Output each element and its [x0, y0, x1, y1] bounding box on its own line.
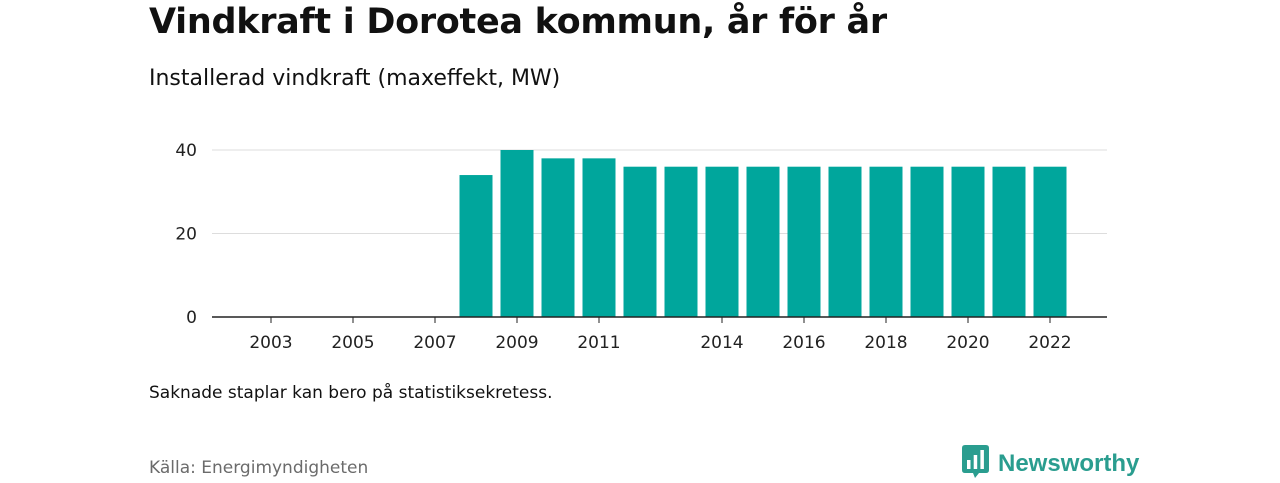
axes: 0 20 40 2003 2005 2007 2009 2011 2014 2016 2018 202…: [175, 141, 1107, 353]
bar-2012: [623, 166, 657, 317]
bar-2016: [787, 166, 821, 317]
bar-2015: [746, 166, 780, 317]
x-tick-label: 2005: [331, 333, 374, 353]
source-credit: Källa: Energimyndigheten: [149, 458, 369, 478]
bar-2009: [500, 150, 534, 317]
bars: [459, 150, 1067, 317]
y-tick-label: 20: [175, 225, 197, 245]
y-tick-label: 0: [186, 308, 197, 328]
x-tick-label: 2003: [249, 333, 292, 353]
x-tick-label: 2016: [782, 333, 825, 353]
newsworthy-logo: Newsworthy: [962, 445, 1139, 483]
x-tick-label: 2009: [495, 333, 538, 353]
x-tick-label: 2020: [946, 333, 989, 353]
bar-2011: [582, 158, 616, 317]
bar-2019: [910, 166, 944, 317]
bar-2010: [541, 158, 575, 317]
x-tick-label: 2022: [1028, 333, 1071, 353]
chart-title: Vindkraft i Dorotea kommun, år för år: [149, 2, 887, 42]
bar-chart-speech-bubble-icon: [962, 445, 989, 483]
bar-chart: 0 20 40 2003 2005 2007 2009 2011 2014 2016 2018 202…: [175, 141, 1107, 353]
x-tick-label: 2018: [864, 333, 907, 353]
chart-subtitle: Installerad vindkraft (maxeffekt, MW): [149, 66, 561, 91]
bar-2018: [869, 166, 903, 317]
bar-2008: [459, 175, 493, 317]
x-tick-label: 2007: [413, 333, 456, 353]
x-tick-label: 2014: [700, 333, 743, 353]
bar-2020: [951, 166, 985, 317]
footnote: Saknade staplar kan bero på statistiksek…: [149, 383, 553, 403]
bar-2013: [664, 166, 698, 317]
y-tick-label: 40: [175, 141, 197, 161]
bar-2017: [828, 166, 862, 317]
bar-2022: [1033, 166, 1067, 317]
x-tick-label: 2011: [577, 333, 620, 353]
brand-name: Newsworthy: [998, 450, 1140, 477]
bar-2014: [705, 166, 739, 317]
bar-2021: [992, 166, 1026, 317]
